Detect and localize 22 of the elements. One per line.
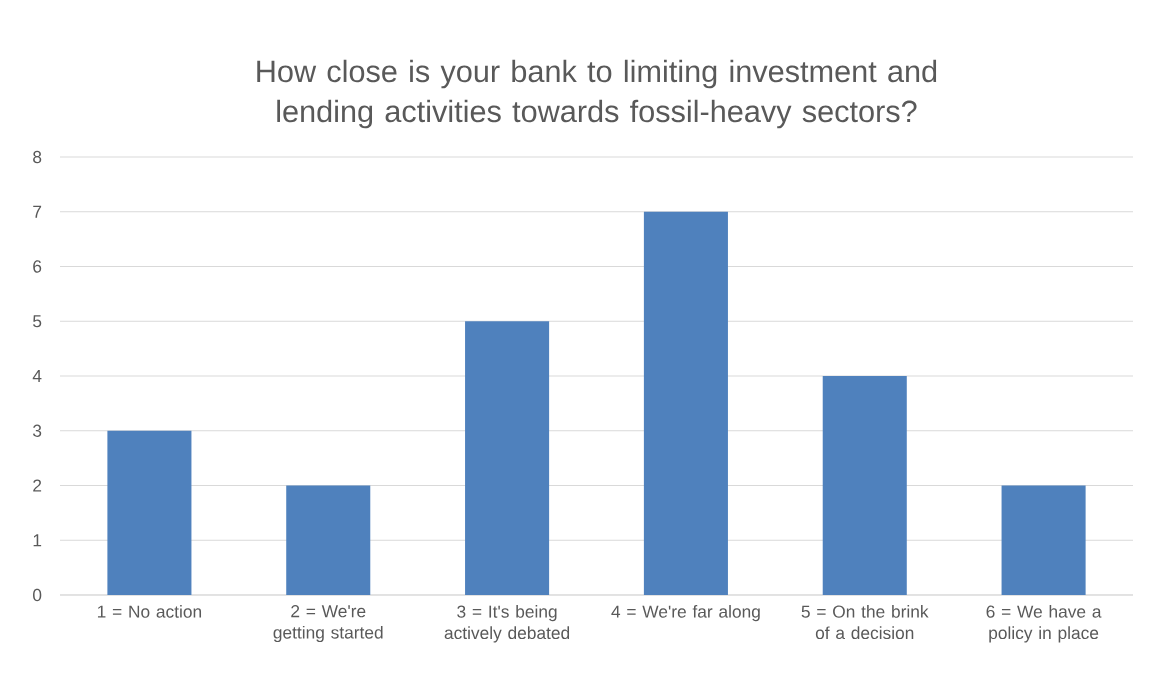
bar <box>286 485 371 595</box>
bar <box>107 430 192 595</box>
bar <box>643 211 728 595</box>
y-tick-label: 3 <box>33 424 42 437</box>
x-tick-label: 3 = It's being actively debated <box>444 605 570 643</box>
bar <box>822 376 907 595</box>
y-tick-label: 5 <box>33 315 42 328</box>
y-tick-label: 6 <box>33 260 42 273</box>
y-tick-label: 2 <box>33 479 42 492</box>
y-tick-label: 1 <box>33 534 42 547</box>
bar <box>465 321 550 595</box>
x-tick-label: 4 = We're far along <box>611 605 760 622</box>
y-tick-label: 0 <box>33 588 42 602</box>
bar <box>1001 485 1086 595</box>
x-tick-label: 2 = We're getting started <box>273 605 383 643</box>
chart-title: How close is your bank to limiting investment and lending activities towards fossil-heavy sectors? <box>257 59 937 129</box>
y-tick-label: 8 <box>33 150 42 164</box>
x-tick-label: 5 = On the brink of a decision <box>801 605 929 640</box>
x-tick-label: 1 = No action <box>97 605 202 618</box>
x-tick-label: 6 = We have a policy in place <box>986 605 1102 643</box>
y-tick-label: 4 <box>32 370 42 382</box>
y-tick-label: 7 <box>33 205 42 218</box>
